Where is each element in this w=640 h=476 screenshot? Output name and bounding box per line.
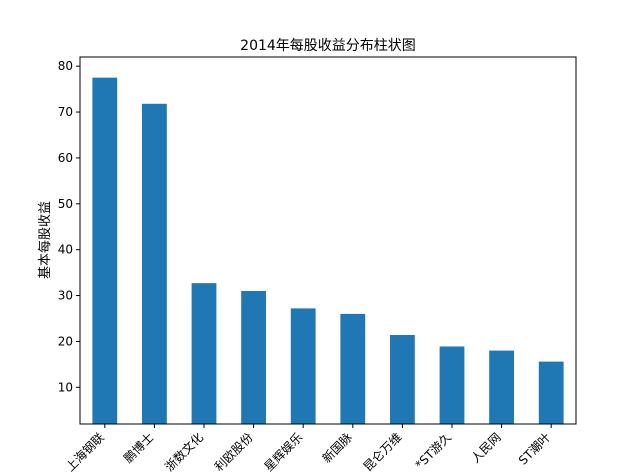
- x-tick-label-0: 上海钢联: [62, 430, 107, 475]
- bar-6: [390, 335, 415, 424]
- y-tick-label-6: 70: [58, 105, 73, 119]
- bar-5: [340, 313, 366, 424]
- y-tick-label-3: 40: [58, 243, 73, 257]
- y-tick-label-0: 10: [58, 380, 73, 394]
- x-tick-label-6: 昆仑万维: [361, 430, 405, 474]
- y-tick-label-1: 20: [58, 334, 73, 348]
- y-tick-label-4: 50: [58, 197, 73, 211]
- x-tick-label-8: 人民网: [468, 430, 503, 465]
- bar-8: [489, 350, 514, 424]
- y-tick-label-5: 60: [58, 151, 73, 165]
- bars-group: [92, 77, 564, 424]
- x-tick-label-7: *ST游久: [412, 430, 454, 472]
- y-axis-label: 基本每股收益: [37, 201, 53, 279]
- bar-1: [142, 103, 167, 424]
- bar-7: [439, 346, 465, 424]
- x-tick-label-5: 新国脉: [319, 430, 355, 466]
- x-tick-label-1: 鹏博士: [120, 430, 156, 466]
- bar-0: [92, 77, 118, 424]
- bar-3: [241, 290, 266, 424]
- bar-4: [290, 308, 316, 424]
- x-tick-label-3: 利欧股份: [212, 430, 256, 474]
- x-tick-label-9: ST潮叶: [515, 430, 553, 468]
- x-tick-label-2: 浙数文化: [162, 430, 207, 475]
- y-tick-label-2: 30: [58, 289, 73, 303]
- plot-area-frame: [79, 56, 577, 425]
- chart-title: 2014年每股收益分布柱状图: [240, 38, 416, 54]
- x-tick-label-4: 星辉娱乐: [261, 430, 305, 474]
- x-axis-ticks: 上海钢联 鹏博士 浙数文化 利欧股份 星辉娱乐 新国脉 昆仑万维 *ST游久 人民网 ST潮叶: [62, 424, 553, 474]
- bar-9: [538, 361, 564, 424]
- y-tick-label-7: 80: [58, 59, 73, 73]
- bar-2: [191, 283, 217, 424]
- y-axis-ticks: 10 20 30 40 50 60 70 80: [58, 59, 80, 394]
